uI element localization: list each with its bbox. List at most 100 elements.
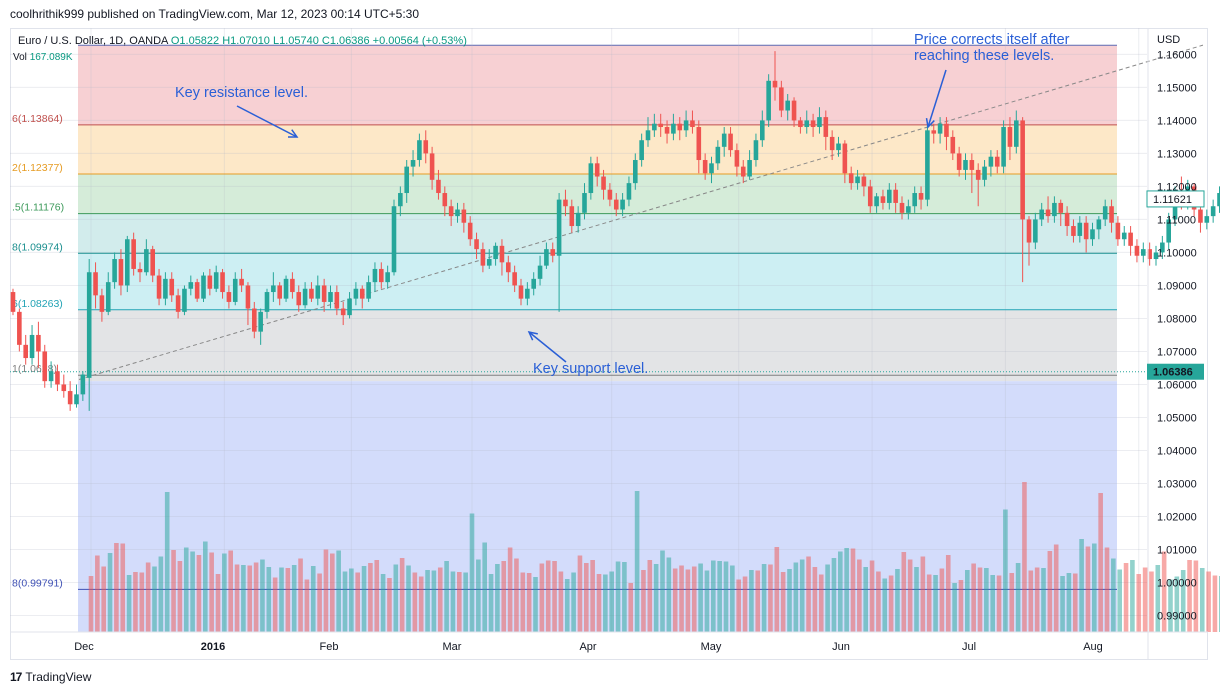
candle-body-37 xyxy=(245,285,251,309)
candle-body-26 xyxy=(175,295,181,312)
volume-bar-45 xyxy=(374,560,380,632)
price-tick-0: 1.16000 xyxy=(1157,49,1197,61)
candle-124 xyxy=(798,117,803,134)
candle-182 xyxy=(1166,212,1171,250)
candle-79 xyxy=(512,265,517,293)
candle-body-134 xyxy=(861,176,867,187)
candle-body-182 xyxy=(1166,219,1171,243)
candle-body-171 xyxy=(1096,219,1102,230)
correction-arrow-head xyxy=(925,117,935,129)
candle-body-13 xyxy=(93,272,98,296)
candle-93 xyxy=(601,169,606,200)
candle-body-92 xyxy=(594,163,600,177)
candle-114 xyxy=(734,143,740,177)
candle-body-59 xyxy=(385,272,390,283)
candle-body-50 xyxy=(328,292,333,302)
volume-bar-100 xyxy=(723,561,729,632)
volume-bar-97 xyxy=(704,570,710,632)
candle-body-125 xyxy=(804,120,810,128)
volume-bar-17 xyxy=(196,555,202,632)
candle-body-35 xyxy=(232,278,238,302)
volume-bar-58 xyxy=(457,572,462,632)
candle-57 xyxy=(372,262,378,293)
candle-159 xyxy=(1020,117,1025,283)
candle-80 xyxy=(518,278,524,306)
tradingview-logo-icon: 17 xyxy=(10,670,22,684)
volume-bar-160 xyxy=(1104,547,1110,632)
volume-bar-11 xyxy=(158,556,164,632)
candle-83 xyxy=(537,255,543,286)
candle-43 xyxy=(283,275,289,302)
candle-body-96 xyxy=(620,199,625,210)
candle-body-33 xyxy=(220,272,225,293)
candle-body-124 xyxy=(798,120,803,128)
volume-bar-86 xyxy=(634,491,640,632)
candle-body-158 xyxy=(1014,120,1019,147)
candle-body-34 xyxy=(226,292,232,302)
candle-body-145 xyxy=(931,130,937,134)
volume-legend: Vol 167.089K xyxy=(13,52,73,63)
volume-bar-168 xyxy=(1155,565,1161,632)
volume-bar-36 xyxy=(317,573,322,632)
candle-92 xyxy=(594,156,600,187)
candle-59 xyxy=(385,265,390,289)
candle-body-152 xyxy=(975,169,981,180)
candle-body-167 xyxy=(1071,226,1076,236)
candle-154 xyxy=(988,150,994,177)
candle-167 xyxy=(1071,219,1076,243)
volume-bar-157 xyxy=(1085,546,1091,632)
candle-body-62 xyxy=(404,166,409,194)
candle-body-87 xyxy=(563,199,568,207)
candle-128 xyxy=(823,110,829,151)
volume-bar-118 xyxy=(838,551,843,632)
price-tick-11: 1.05000 xyxy=(1157,412,1197,424)
correction-annotation-line1: Price corrects itself after xyxy=(914,32,1070,48)
volume-bar-141 xyxy=(984,568,989,632)
volume-bar-146 xyxy=(1015,563,1021,632)
volume-bar-7 xyxy=(133,572,138,632)
candle-97 xyxy=(626,176,632,207)
volume-bar-166 xyxy=(1142,567,1148,632)
candle-body-71 xyxy=(461,209,467,223)
candle-144 xyxy=(925,123,930,207)
candle-175 xyxy=(1121,226,1127,246)
candle-body-9 xyxy=(67,391,73,405)
volume-bar-156 xyxy=(1079,539,1084,632)
volume-bar-33 xyxy=(298,558,303,632)
candle-body-188 xyxy=(1204,216,1210,223)
volume-bar-56 xyxy=(444,561,449,632)
volume-bar-134 xyxy=(939,568,945,632)
candle-33 xyxy=(220,268,225,299)
candle-body-45 xyxy=(296,292,302,306)
volume-bar-49 xyxy=(399,558,405,632)
candle-125 xyxy=(804,110,810,134)
candle-body-95 xyxy=(613,199,619,210)
volume-bar-164 xyxy=(1130,560,1135,632)
volume-bar-35 xyxy=(310,566,316,632)
candle-70 xyxy=(455,202,460,223)
fib-band-3 xyxy=(78,213,1117,254)
candle-77 xyxy=(499,239,505,276)
volume-bar-96 xyxy=(698,563,703,632)
candle-body-150 xyxy=(963,160,968,170)
candle-body-147 xyxy=(944,123,949,137)
candle-41 xyxy=(271,272,276,302)
last-price-box xyxy=(1147,363,1204,380)
volume-bar-165 xyxy=(1136,574,1142,632)
candle-50 xyxy=(328,285,333,309)
volume-bar-107 xyxy=(768,564,773,632)
candle-5 xyxy=(42,344,48,388)
candle-body-31 xyxy=(207,275,213,289)
correction-annotation-line2: reaching these levels. xyxy=(914,48,1055,64)
candle-0 xyxy=(10,288,16,316)
volume-bar-42 xyxy=(355,572,360,632)
volume-bar-6 xyxy=(126,575,132,632)
candle-118 xyxy=(760,110,765,147)
volume-bar-64 xyxy=(495,564,500,632)
candle-120 xyxy=(772,51,778,101)
candle-84 xyxy=(544,242,549,269)
volume-bar-75 xyxy=(564,579,570,632)
volume-bar-93 xyxy=(679,565,684,632)
volume-bar-24 xyxy=(241,565,246,632)
